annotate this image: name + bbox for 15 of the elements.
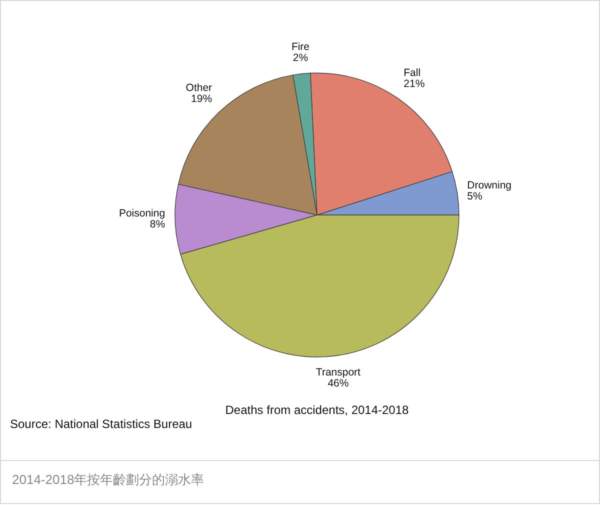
source-note: Source: National Statistics Bureau (10, 417, 192, 431)
slice-label: Drowning (467, 179, 512, 192)
slice-label: Other (186, 82, 213, 94)
data-label: 8% (150, 218, 166, 231)
slice-label: Poisoning (118, 208, 166, 220)
text: 2014-2018年按年齡劃分的溺水率 (12, 472, 204, 487)
data-label: 2% (292, 52, 308, 64)
text: Deaths from accidents, 2014-2018 (225, 403, 410, 417)
data-label: 46% (328, 378, 349, 390)
data-label: 19% (191, 93, 212, 106)
data-label: 21% (404, 78, 425, 90)
slice-label: Fall (404, 67, 421, 80)
data-label: 5% (467, 190, 482, 202)
slice-label: Fire (291, 40, 310, 53)
slice-label: Transport (316, 366, 361, 379)
